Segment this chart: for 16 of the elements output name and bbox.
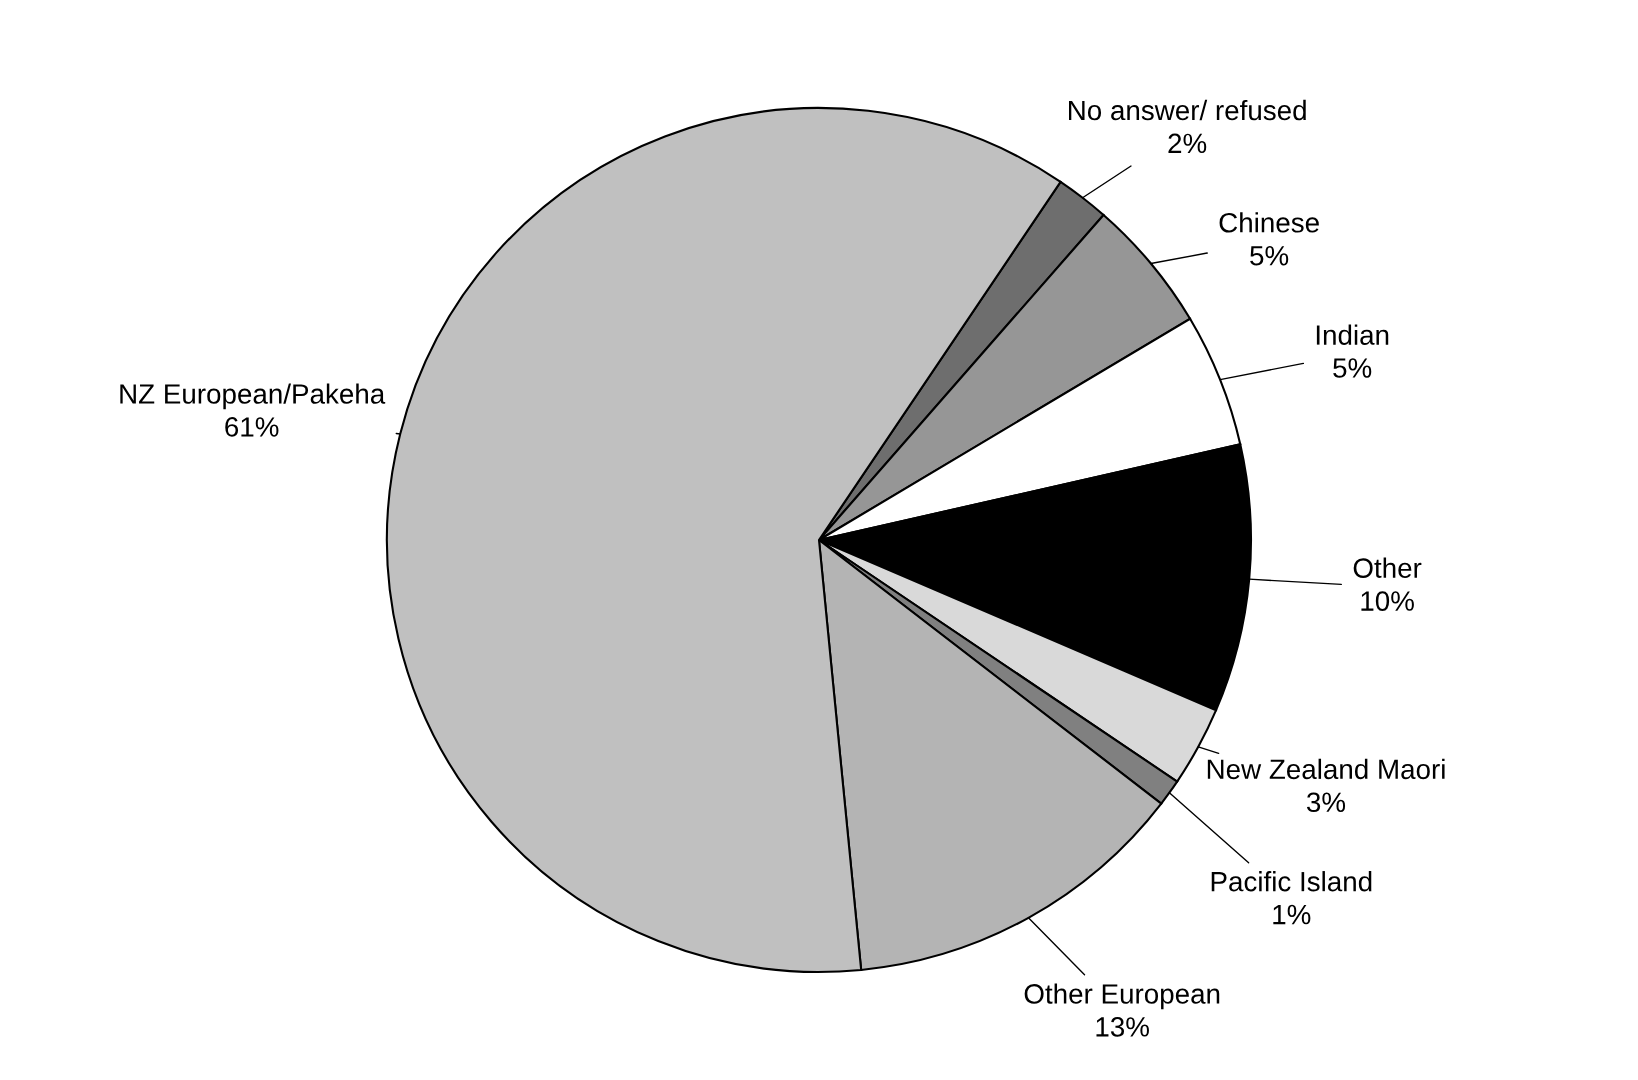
slice-label: Chinese	[1219, 212, 1319, 233]
slice-label: Indian	[1316, 324, 1389, 345]
slice-label: New Zealand Maori	[1207, 758, 1445, 780]
data-label: 5%	[1333, 358, 1372, 378]
data-label: 13%	[1096, 1017, 1149, 1037]
data-label: 10%	[1361, 591, 1414, 611]
slice-label: Other European	[1024, 983, 1220, 1010]
data-label: 5%	[1250, 245, 1289, 266]
slice-label: Pacific Island	[1211, 871, 1372, 892]
slice-label: Other	[1353, 557, 1422, 578]
data-label: 1%	[1273, 904, 1311, 925]
data-label: 3%	[1306, 792, 1346, 813]
slice-label: NZ European/Pakeha	[120, 383, 386, 410]
slice-label: No answer/ refused	[1069, 99, 1306, 121]
data-label: 2%	[1168, 133, 1207, 154]
data-label: 61%	[225, 417, 279, 437]
